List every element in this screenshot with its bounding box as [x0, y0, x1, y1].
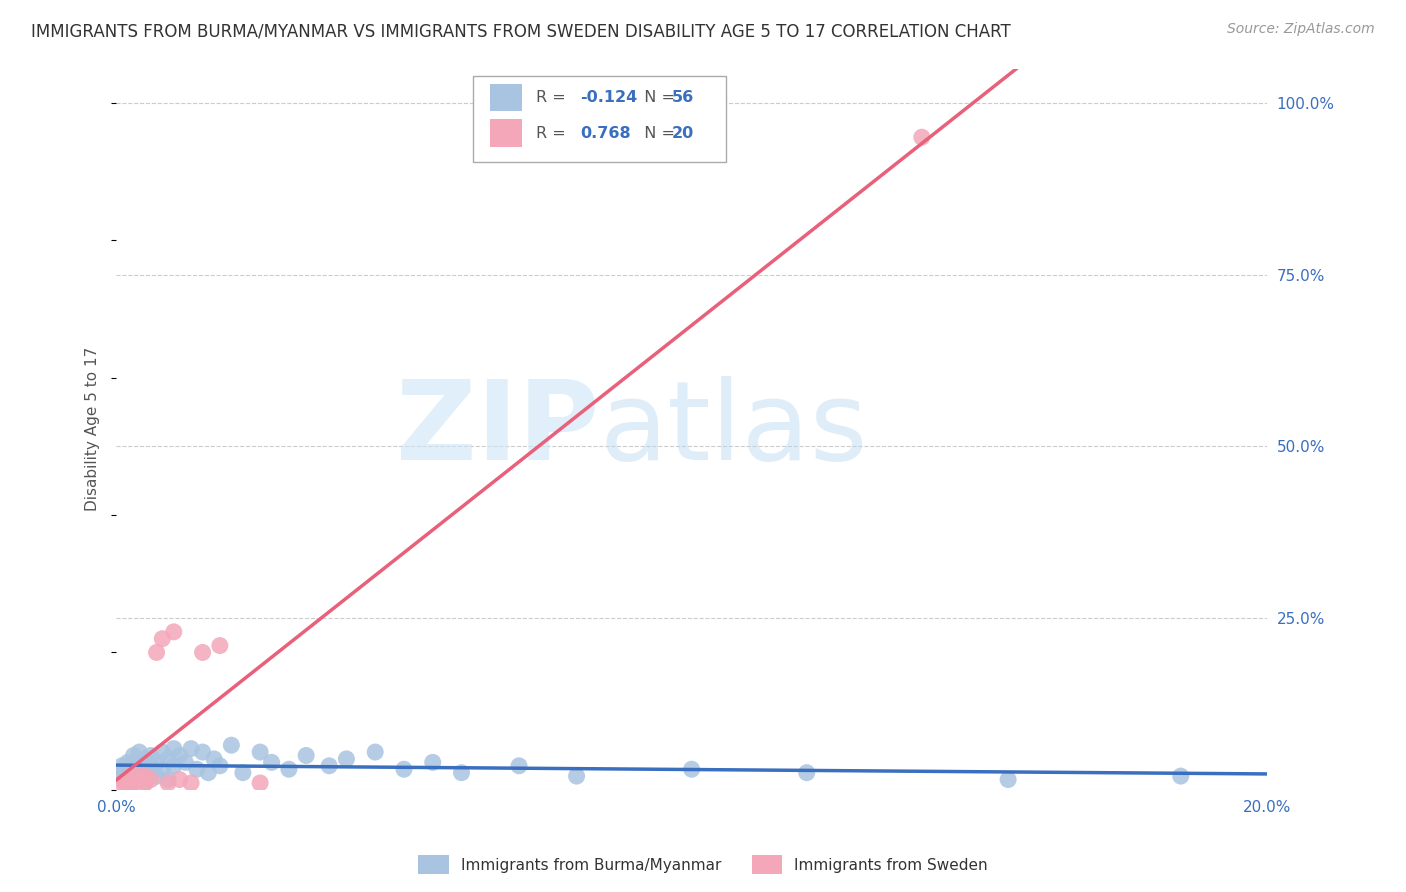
Point	[169, 772, 191, 787]
Text: atlas: atlas	[599, 376, 868, 483]
Point	[114, 772, 136, 787]
Point	[997, 772, 1019, 787]
Point	[911, 130, 934, 145]
Point	[134, 769, 156, 783]
Point	[681, 762, 703, 776]
Point	[122, 776, 145, 790]
Point	[169, 748, 191, 763]
Point	[392, 762, 415, 776]
Point	[1170, 769, 1192, 783]
Point	[260, 756, 283, 770]
Text: 20: 20	[672, 126, 695, 141]
Text: Source: ZipAtlas.com: Source: ZipAtlas.com	[1227, 22, 1375, 37]
Point	[134, 776, 156, 790]
Point	[134, 752, 156, 766]
Point	[232, 765, 254, 780]
Point	[249, 776, 271, 790]
Point	[139, 748, 162, 763]
Point	[145, 756, 167, 770]
Point	[139, 765, 162, 780]
Point	[174, 756, 197, 770]
Point	[186, 762, 208, 776]
Point	[117, 765, 139, 780]
Text: ZIP: ZIP	[396, 376, 599, 483]
Point	[163, 741, 186, 756]
Point	[139, 772, 162, 787]
Text: 56: 56	[672, 90, 695, 105]
Point	[565, 769, 588, 783]
Point	[157, 776, 180, 790]
Text: 0.768: 0.768	[581, 126, 631, 141]
Text: IMMIGRANTS FROM BURMA/MYANMAR VS IMMIGRANTS FROM SWEDEN DISABILITY AGE 5 TO 17 C: IMMIGRANTS FROM BURMA/MYANMAR VS IMMIGRA…	[31, 22, 1011, 40]
Point	[150, 745, 173, 759]
Point	[335, 752, 357, 766]
Point	[139, 759, 162, 773]
Point	[117, 776, 139, 790]
Point	[318, 759, 340, 773]
Point	[422, 756, 444, 770]
Point	[122, 759, 145, 773]
Point	[295, 748, 318, 763]
Point	[114, 776, 136, 790]
Point	[364, 745, 387, 759]
Point	[157, 772, 180, 787]
Point	[111, 769, 134, 783]
Point	[128, 772, 150, 787]
Legend: Immigrants from Burma/Myanmar, Immigrants from Sweden: Immigrants from Burma/Myanmar, Immigrant…	[412, 849, 994, 880]
Point	[111, 759, 134, 773]
Point	[128, 765, 150, 780]
Text: -0.124: -0.124	[581, 90, 637, 105]
Point	[277, 762, 299, 776]
Point	[150, 632, 173, 646]
Point	[122, 748, 145, 763]
Point	[202, 752, 225, 766]
Point	[208, 639, 231, 653]
Point	[128, 772, 150, 787]
Point	[108, 765, 131, 780]
Point	[197, 765, 219, 780]
Point	[145, 769, 167, 783]
Point	[508, 759, 530, 773]
Point	[120, 762, 142, 776]
Text: N =: N =	[634, 90, 681, 105]
Point	[191, 645, 214, 659]
FancyBboxPatch shape	[491, 120, 523, 147]
Y-axis label: Disability Age 5 to 17: Disability Age 5 to 17	[86, 347, 100, 511]
Point	[117, 772, 139, 787]
Point	[150, 762, 173, 776]
Point	[249, 745, 271, 759]
FancyBboxPatch shape	[491, 84, 523, 112]
Point	[157, 752, 180, 766]
Point	[145, 645, 167, 659]
Text: R =: R =	[536, 126, 576, 141]
Text: N =: N =	[634, 126, 681, 141]
Text: R =: R =	[536, 90, 571, 105]
Point	[128, 756, 150, 770]
Point	[122, 776, 145, 790]
FancyBboxPatch shape	[472, 76, 725, 162]
Point	[111, 776, 134, 790]
Point	[122, 765, 145, 780]
Point	[122, 769, 145, 783]
Point	[117, 776, 139, 790]
Point	[221, 738, 243, 752]
Point	[191, 745, 214, 759]
Point	[117, 756, 139, 770]
Point	[134, 762, 156, 776]
Point	[450, 765, 472, 780]
Point	[796, 765, 818, 780]
Point	[128, 745, 150, 759]
Point	[163, 759, 186, 773]
Point	[180, 776, 202, 790]
Point	[163, 624, 186, 639]
Point	[208, 759, 231, 773]
Point	[134, 776, 156, 790]
Point	[180, 741, 202, 756]
